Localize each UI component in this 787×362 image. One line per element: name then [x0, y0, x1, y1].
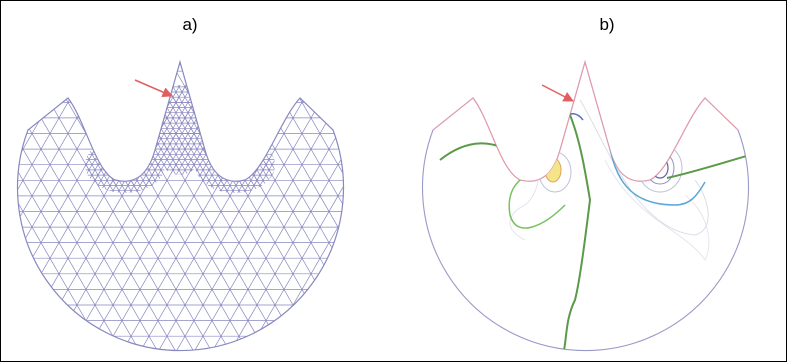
arrow: [134, 79, 173, 98]
mesh-lines: [17, 62, 344, 351]
tooth-edge: [432, 59, 739, 182]
mesh-panel: [16, 61, 345, 352]
mesh: [17, 62, 344, 351]
arrow: [541, 84, 574, 102]
panel-label: a): [182, 15, 197, 34]
panel-label: b): [599, 15, 614, 34]
